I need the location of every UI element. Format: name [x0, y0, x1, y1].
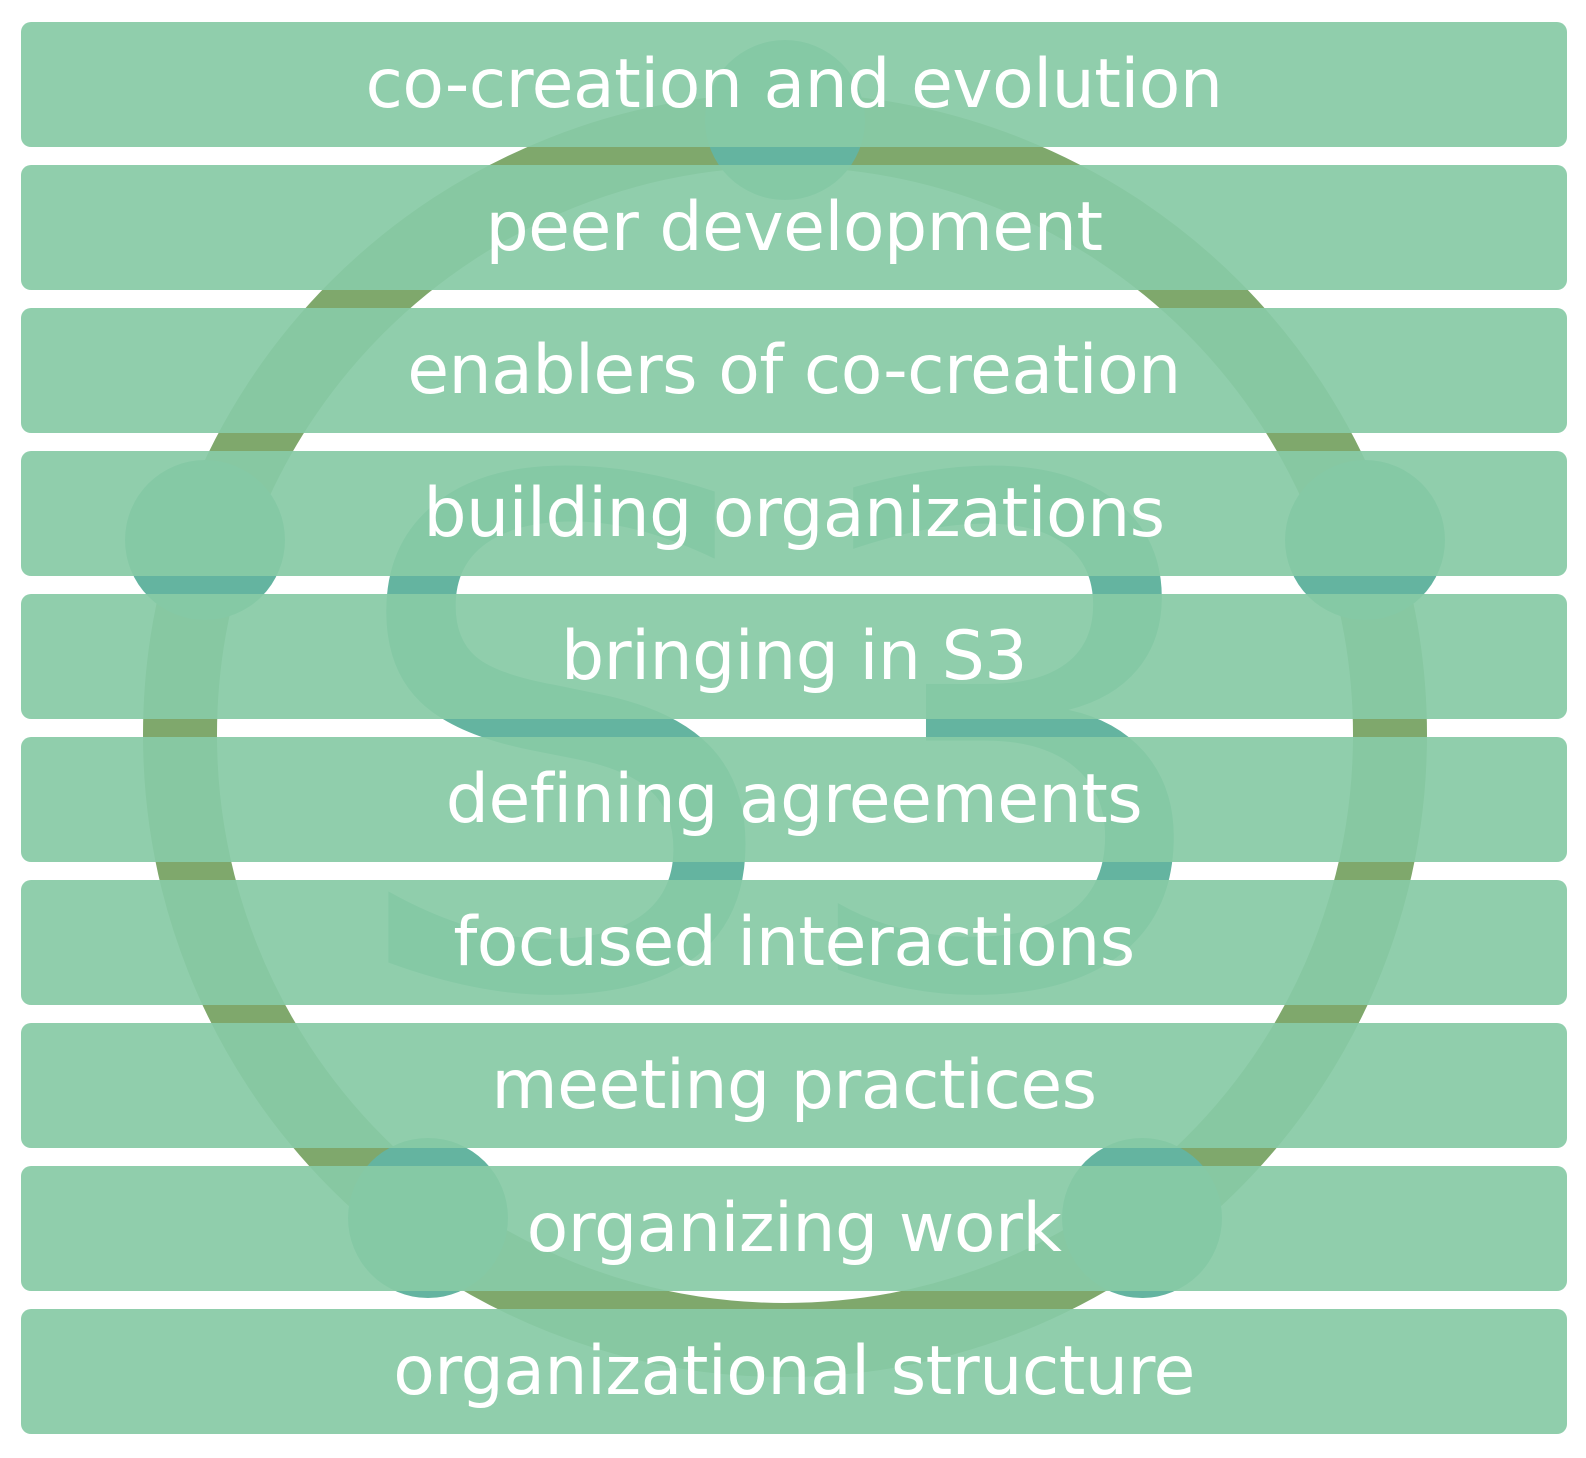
- bar-co-creation-and-evolution: co-creation and evolution: [21, 22, 1567, 147]
- bar-bringing-in-s3: bringing in S3: [21, 594, 1567, 719]
- bar-building-organizations: building organizations: [21, 451, 1567, 576]
- bar-organizational-structure: organizational structure: [21, 1309, 1567, 1434]
- bar-peer-development: peer development: [21, 165, 1567, 290]
- bar-defining-agreements: defining agreements: [21, 737, 1567, 862]
- bar-meeting-practices: meeting practices: [21, 1023, 1567, 1148]
- bar-organizing-work: organizing work: [21, 1166, 1567, 1291]
- pattern-group-list: co-creation and evolution peer developme…: [21, 22, 1567, 1434]
- bar-label: building organizations: [423, 473, 1165, 553]
- bar-label: defining agreements: [445, 759, 1143, 839]
- bar-focused-interactions: focused interactions: [21, 880, 1567, 1005]
- bar-enablers-of-co-creation: enablers of co-creation: [21, 308, 1567, 433]
- bar-label: focused interactions: [453, 902, 1135, 982]
- bar-label: organizational structure: [393, 1331, 1195, 1411]
- bar-label: enablers of co-creation: [407, 330, 1181, 410]
- bar-label: organizing work: [526, 1188, 1062, 1268]
- bar-label: bringing in S3: [560, 616, 1028, 696]
- bar-label: meeting practices: [491, 1045, 1097, 1125]
- bar-label: co-creation and evolution: [365, 44, 1224, 124]
- bar-label: peer development: [485, 187, 1103, 267]
